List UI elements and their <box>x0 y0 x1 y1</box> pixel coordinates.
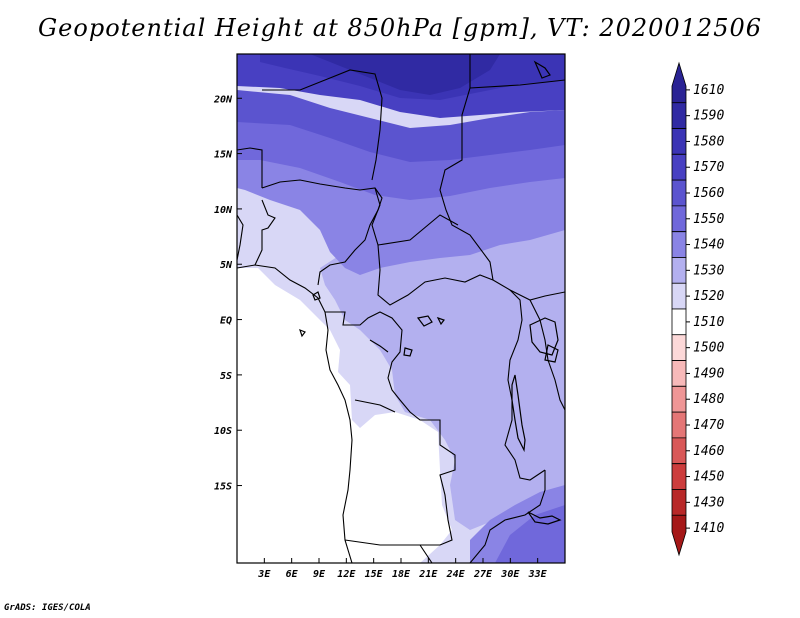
colorbar-swatch <box>671 437 687 465</box>
lat-tick-label: 15N <box>214 150 233 161</box>
field-1590 <box>310 54 500 95</box>
lat-axis: 20N 15N 10N 5N EQ 5S 10S 15S <box>213 94 242 493</box>
colorbar-label: 1450 <box>693 470 724 485</box>
lakes <box>299 60 562 525</box>
lon-tick-label: 30E <box>500 569 520 580</box>
field-1510 <box>237 268 452 563</box>
colorbar-swatch <box>671 308 687 336</box>
colorbar-label: 1500 <box>693 341 724 356</box>
colorbar-swatch <box>671 282 687 310</box>
lon-tick-label: 24E <box>446 569 466 580</box>
colorbar-label: 1610 <box>693 83 724 98</box>
colorbar-swatch <box>671 385 687 413</box>
colorbar-swatch <box>671 411 687 439</box>
colorbar: 1610 1590 1580 1570 1560 1550 1540 1530 1520 1510… <box>671 61 724 557</box>
lon-axis: 3E 6E 9E 12E 15E 18E 21E 24E 27E 30E 33E <box>257 558 548 580</box>
lat-tick-label: 15S <box>214 482 232 493</box>
colorbar-label: 1590 <box>693 109 724 124</box>
lat-tick-label: 10S <box>214 426 232 437</box>
field-1560 <box>237 90 565 162</box>
footer-credit: GrADS: IGES/COLA <box>4 603 91 613</box>
colorbar-swatch <box>671 334 687 361</box>
lon-tick-label: 9E <box>313 569 326 580</box>
colorbar-label: 1510 <box>693 315 724 330</box>
colorbar-label: 1530 <box>693 263 724 278</box>
lon-tick-label: 21E <box>418 569 438 580</box>
colorbar-swatch <box>671 153 687 181</box>
lat-tick-label: 20N <box>213 94 233 105</box>
colorbar-label: 1540 <box>693 238 724 253</box>
colorbar-label: 1550 <box>693 212 724 227</box>
lon-tick-label: 12E <box>337 569 356 580</box>
colorbar-label: 1560 <box>693 186 724 201</box>
colorbar-swatch <box>671 102 687 129</box>
lat-tick-label: 10N <box>214 205 233 216</box>
colorbar-label: 1520 <box>693 289 724 304</box>
lon-tick-label: 6E <box>286 569 299 580</box>
lon-tick-label: 15E <box>365 569 384 580</box>
lat-tick-label: EQ <box>220 316 232 327</box>
lon-tick-label: 3E <box>257 569 271 580</box>
colorbar-swatch <box>671 205 687 233</box>
field-1550-south <box>495 505 565 563</box>
lon-tick-label: 27E <box>473 569 493 580</box>
lon-tick-label: 18E <box>392 569 411 580</box>
colorbar-swatch <box>671 61 687 104</box>
lon-tick-label: 33E <box>528 569 548 580</box>
colorbar-swatch <box>671 128 687 155</box>
colorbar-swatch <box>671 179 687 207</box>
colorbar-label: 1430 <box>693 495 724 510</box>
colorbar-swatch <box>671 489 687 516</box>
colorbar-swatch <box>671 463 687 490</box>
colorbar-swatch <box>671 231 687 258</box>
colorbar-swatch <box>671 360 687 387</box>
field-1530 <box>320 200 565 530</box>
colorbar-label: 1490 <box>693 366 724 381</box>
height-field <box>237 54 565 563</box>
lat-tick-label: 5N <box>220 260 233 271</box>
colorbar-label: 1470 <box>693 418 724 433</box>
colorbar-label: 1570 <box>693 160 724 175</box>
field-1540 <box>237 150 565 275</box>
colorbar-label: 1410 <box>693 521 724 536</box>
colorbar-label: 1580 <box>693 134 724 149</box>
lat-tick-label: 5S <box>220 371 232 382</box>
colorbar-swatch <box>671 514 687 557</box>
map-title: Geopotential Height at 850hPa [gpm], VT:… <box>38 14 762 42</box>
colorbar-swatch <box>671 257 687 284</box>
colorbar-label: 1460 <box>693 444 724 459</box>
colorbar-label: 1480 <box>693 392 724 407</box>
